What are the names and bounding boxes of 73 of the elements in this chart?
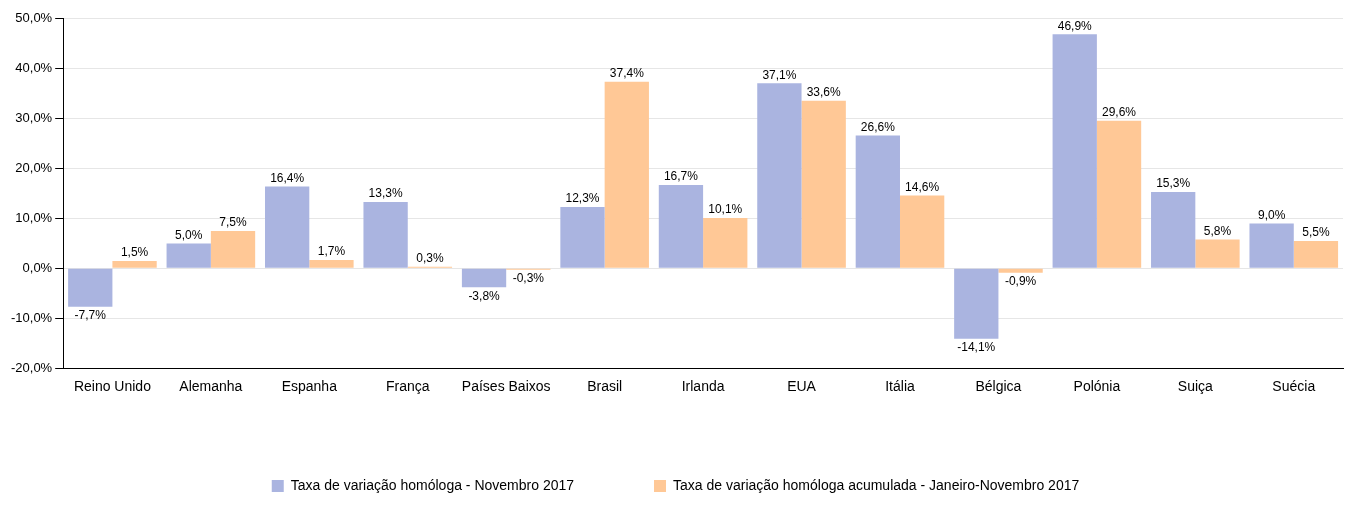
data-label: 5,5% — [1302, 225, 1330, 240]
data-label: 37,1% — [762, 67, 797, 82]
bar — [658, 185, 704, 268]
y-tick-label: -20,0% — [10, 359, 53, 375]
legend-label: Taxa de variação homóloga - Novembro 2017 — [290, 476, 575, 493]
y-tick-label: 0,0% — [22, 259, 53, 275]
bar — [210, 230, 256, 268]
data-label: 1,7% — [317, 244, 346, 259]
x-tick-label: EUA — [787, 378, 817, 395]
data-label: -7,7% — [74, 308, 107, 323]
data-label: 9,0% — [1257, 207, 1286, 222]
bar — [265, 186, 310, 268]
bar — [855, 135, 900, 268]
data-label: -3,8% — [468, 288, 501, 303]
x-tick-label: Suécia — [1272, 378, 1316, 395]
data-label: 16,7% — [663, 169, 699, 184]
y-tick-label: 20,0% — [15, 160, 53, 176]
bar — [899, 195, 945, 268]
y-tick-label: 10,0% — [15, 210, 53, 226]
x-tick-label: Alemanha — [179, 378, 243, 395]
data-label: 13,3% — [368, 186, 403, 201]
bar — [604, 81, 649, 268]
x-tick-label: Suiça — [1177, 378, 1214, 395]
x-tick-label: Irlanda — [681, 378, 725, 395]
y-tick-label: 50,0% — [15, 10, 53, 26]
data-label: 16,4% — [270, 170, 305, 185]
y-tick-label: -10,0% — [10, 309, 53, 325]
x-tick-label: Brasil — [587, 378, 623, 395]
x-tick-label: Reino Unido — [73, 378, 152, 395]
bar — [801, 100, 846, 268]
x-tick-label: Polónia — [1073, 378, 1121, 395]
bar — [954, 268, 999, 339]
data-label: 5,8% — [1203, 223, 1232, 238]
data-label: 10,1% — [708, 202, 743, 217]
data-label: 46,9% — [1057, 18, 1093, 33]
bar — [1293, 240, 1339, 268]
x-tick-label: Espanha — [281, 378, 338, 395]
data-label: -14,1% — [957, 340, 996, 355]
data-label: 12,3% — [565, 191, 600, 206]
bar — [68, 268, 113, 307]
data-label: 7,5% — [219, 215, 248, 230]
data-label: -0,3% — [512, 271, 545, 286]
y-tick-label: 40,0% — [15, 60, 53, 76]
bar — [1195, 239, 1240, 268]
data-label: 37,4% — [609, 66, 645, 80]
bar — [560, 206, 605, 268]
bar — [1096, 120, 1142, 268]
bar — [461, 268, 507, 288]
bar — [757, 83, 802, 268]
bar — [1151, 192, 1196, 268]
x-tick-label: Itália — [885, 378, 915, 395]
bar — [112, 260, 157, 268]
bar — [998, 268, 1043, 273]
bar — [309, 259, 354, 268]
x-tick-label: França — [385, 378, 430, 395]
bar — [1052, 34, 1097, 268]
data-label: 14,6% — [905, 179, 940, 194]
data-label: 1,5% — [120, 245, 149, 260]
data-label: 0,3% — [416, 251, 444, 266]
y-tick-label: 30,0% — [15, 110, 53, 126]
data-label: 15,3% — [1156, 176, 1191, 191]
x-tick-label: Bélgica — [975, 378, 1022, 395]
data-label: 26,6% — [860, 119, 896, 134]
bar — [166, 243, 211, 268]
legend-label: Taxa de variação homóloga acumulada - Janeiro-Novembro 2017 — [673, 476, 1080, 493]
bar — [1249, 223, 1294, 268]
data-label: 33,6% — [806, 84, 842, 99]
x-tick-label: Países Baixos — [461, 378, 551, 395]
bar — [703, 217, 748, 268]
bar — [363, 201, 408, 268]
data-label: 29,6% — [1102, 104, 1137, 119]
data-label: 5,0% — [175, 227, 203, 242]
data-label: -0,9% — [1004, 274, 1037, 289]
